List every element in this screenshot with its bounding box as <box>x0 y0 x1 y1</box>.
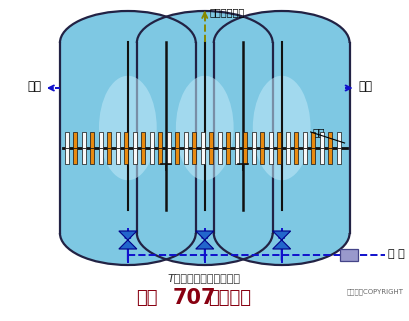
Bar <box>303 148 307 164</box>
Bar <box>311 148 315 164</box>
Bar <box>243 148 247 164</box>
Bar <box>252 132 256 148</box>
Bar <box>285 148 290 164</box>
Bar <box>124 132 128 148</box>
Polygon shape <box>196 240 214 249</box>
Polygon shape <box>273 240 291 249</box>
Bar <box>226 132 230 148</box>
Bar <box>328 132 332 148</box>
Bar <box>218 148 222 164</box>
Bar <box>82 132 86 148</box>
Ellipse shape <box>60 11 196 75</box>
Bar <box>337 148 341 164</box>
Bar <box>82 148 86 164</box>
Bar <box>99 148 103 164</box>
Bar <box>158 132 162 148</box>
Bar <box>277 148 281 164</box>
Bar <box>99 132 103 148</box>
Bar <box>167 148 171 164</box>
Bar <box>108 148 111 164</box>
Bar <box>65 148 69 164</box>
Bar <box>252 148 256 164</box>
Text: 剪辑制作: 剪辑制作 <box>208 289 251 307</box>
Text: 剩余污泥排放: 剩余污泥排放 <box>210 7 245 17</box>
Bar <box>142 132 145 148</box>
Bar <box>60 43 196 233</box>
Bar <box>243 132 247 148</box>
Polygon shape <box>119 240 137 249</box>
Bar <box>303 132 307 148</box>
Text: 进 水: 进 水 <box>388 249 405 259</box>
Bar <box>175 132 179 148</box>
Bar <box>192 148 196 164</box>
Bar <box>269 148 273 164</box>
Ellipse shape <box>60 201 196 265</box>
Bar <box>294 132 298 148</box>
Bar <box>133 148 137 164</box>
Bar <box>277 132 281 148</box>
Ellipse shape <box>137 201 273 265</box>
Bar <box>150 132 154 148</box>
Bar <box>65 132 69 148</box>
Bar <box>116 148 120 164</box>
Text: 东方仿真COPYRIGHT: 东方仿真COPYRIGHT <box>346 289 404 295</box>
Bar <box>209 148 213 164</box>
Bar <box>142 148 145 164</box>
Bar <box>285 132 290 148</box>
Bar <box>90 132 94 148</box>
Bar <box>311 132 315 148</box>
Bar <box>260 132 264 148</box>
Bar <box>184 132 188 148</box>
Bar <box>90 148 94 164</box>
Bar <box>269 132 273 148</box>
Bar <box>201 148 205 164</box>
Bar <box>133 132 137 148</box>
Bar <box>260 148 264 164</box>
Bar <box>158 148 162 164</box>
Bar <box>192 132 196 148</box>
Bar <box>73 132 77 148</box>
Text: 化工: 化工 <box>136 289 157 307</box>
Bar <box>328 148 332 164</box>
Bar <box>175 148 179 164</box>
Ellipse shape <box>253 76 310 180</box>
Bar <box>226 148 230 164</box>
Bar <box>319 132 324 148</box>
Text: T型氧化沟系统工艺流程: T型氧化沟系统工艺流程 <box>167 273 240 283</box>
Ellipse shape <box>214 11 350 75</box>
Polygon shape <box>119 231 137 240</box>
Text: 707: 707 <box>173 288 216 308</box>
Bar <box>209 132 213 148</box>
Polygon shape <box>273 231 291 240</box>
Bar <box>108 132 111 148</box>
Bar <box>201 132 205 148</box>
Bar <box>184 148 188 164</box>
Polygon shape <box>196 231 214 240</box>
Bar <box>124 148 128 164</box>
Bar <box>294 148 298 164</box>
Text: 出水: 出水 <box>27 80 41 92</box>
Bar <box>235 148 239 164</box>
Bar <box>150 148 154 164</box>
Ellipse shape <box>176 76 234 180</box>
Bar <box>73 148 77 164</box>
Bar <box>235 132 239 148</box>
Bar <box>137 43 273 233</box>
Bar <box>337 132 341 148</box>
Text: 转刷: 转刷 <box>312 127 325 137</box>
Bar <box>319 148 324 164</box>
Ellipse shape <box>137 11 273 75</box>
Bar <box>339 249 357 261</box>
Bar <box>116 132 120 148</box>
Ellipse shape <box>99 76 157 180</box>
Bar <box>167 132 171 148</box>
Ellipse shape <box>214 201 350 265</box>
Text: 出水: 出水 <box>359 80 373 92</box>
Bar <box>218 132 222 148</box>
Bar <box>214 43 350 233</box>
